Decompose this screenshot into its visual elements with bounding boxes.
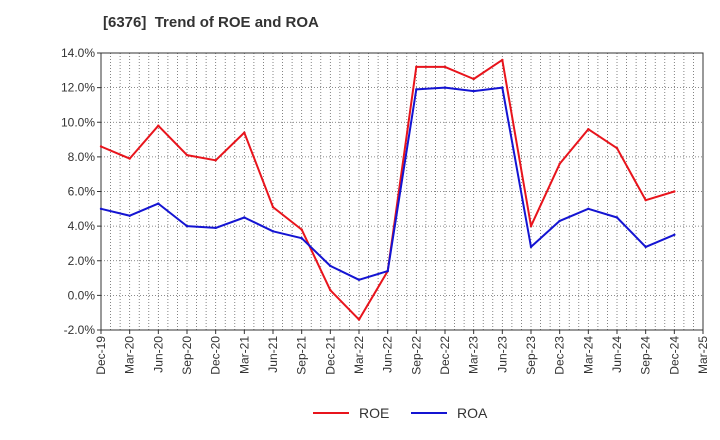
data-point-roe: [472, 77, 475, 81]
y-tick-label: 6.0%: [68, 185, 96, 199]
data-point-roa: [386, 269, 389, 273]
y-tick-label: 0.0%: [68, 288, 96, 302]
data-point-roe: [615, 147, 619, 150]
data-point-roa: [558, 219, 561, 223]
y-tick-label: 14.0%: [61, 46, 95, 60]
data-point-roe: [128, 157, 131, 160]
x-tick-label: Sep-24: [639, 336, 653, 375]
data-point-roa: [214, 226, 217, 230]
legend-item-roa: ROA: [411, 398, 487, 428]
x-tick-label: Sep-23: [524, 336, 538, 375]
legend-swatch-roe: [313, 412, 349, 414]
data-point-roa: [443, 86, 447, 89]
data-point-roe: [558, 162, 561, 165]
y-tick-label: 10.0%: [61, 115, 95, 129]
x-tick-label: Mar-22: [352, 336, 366, 374]
x-tick-label: Dec-21: [323, 336, 337, 375]
data-point-roa: [615, 216, 619, 219]
data-point-roa: [357, 278, 361, 281]
legend-label-roe: ROE: [359, 405, 390, 421]
data-point-roe: [99, 145, 103, 148]
y-tick-label: -2.0%: [64, 323, 96, 337]
data-point-roe: [415, 65, 418, 69]
data-point-roe: [157, 124, 160, 127]
y-tick-label: 12.0%: [61, 81, 95, 95]
data-point-roa: [271, 230, 275, 233]
x-tick-label: Dec-20: [209, 336, 223, 375]
data-point-roe: [329, 288, 332, 292]
x-tick-label: Dec-24: [667, 336, 681, 375]
data-point-roe: [185, 153, 189, 157]
data-point-roe: [443, 65, 447, 69]
legend-item-roe: ROE: [313, 398, 389, 428]
x-tick-label: Jun-20: [151, 336, 165, 373]
data-point-roa: [300, 237, 303, 240]
x-tick-label: Mar-21: [237, 336, 251, 374]
x-tick-label: Mar-20: [123, 336, 137, 374]
data-point-roe: [300, 228, 303, 231]
data-point-roa: [587, 207, 590, 211]
x-tick-label: Jun-24: [610, 336, 624, 373]
grid: [101, 52, 703, 331]
y-tick-label: 8.0%: [68, 150, 96, 164]
data-point-roa: [329, 264, 332, 268]
x-tick-label: Dec-19: [94, 336, 108, 375]
x-tick-label: Jun-22: [381, 336, 395, 373]
data-point-roe: [214, 159, 217, 162]
x-tick-label: Sep-20: [180, 336, 194, 375]
data-point-roa: [157, 202, 160, 205]
data-point-roe: [529, 224, 533, 228]
x-tick-label: Mar-23: [467, 336, 481, 374]
data-point-roe: [644, 198, 647, 202]
x-tick-label: Sep-21: [295, 336, 309, 375]
data-point-roe: [357, 318, 361, 321]
y-axis: -2.0% 0.0% 2.0% 4.0% 6.0% 8.0% 10.0% 12.0% 14.0%: [61, 46, 101, 337]
x-tick-label: Jun-23: [495, 336, 509, 373]
legend-swatch-roa: [411, 412, 447, 414]
y-tick-label: 4.0%: [68, 219, 96, 233]
data-point-roa: [644, 245, 647, 249]
y-tick-label: 2.0%: [68, 254, 96, 268]
data-point-roa: [243, 216, 246, 219]
x-tick-label: Sep-22: [409, 336, 423, 375]
legend-label-roa: ROA: [457, 405, 488, 421]
data-point-roa: [673, 233, 676, 236]
data-point-roe: [673, 190, 676, 193]
data-point-roa: [415, 88, 418, 91]
x-tick-label: Mar-24: [581, 336, 595, 374]
data-point-roa: [501, 86, 504, 89]
data-point-roa: [185, 224, 189, 228]
x-tick-label: Mar-25: [696, 336, 710, 374]
data-point-roe: [587, 127, 590, 131]
data-point-roa: [529, 245, 533, 249]
x-tick-label: Jun-21: [266, 336, 280, 373]
data-point-roe: [501, 58, 504, 62]
data-point-roe: [243, 131, 246, 134]
data-point-roa: [128, 214, 131, 217]
chart-title: [6376] Trend of ROE and ROA: [103, 14, 319, 31]
series: [99, 58, 676, 321]
data-point-roa: [472, 89, 475, 93]
legend: ROE ROA: [0, 398, 720, 428]
x-tick-label: Dec-23: [553, 336, 567, 375]
data-point-roe: [271, 205, 275, 209]
x-tick-label: Dec-22: [438, 336, 452, 375]
x-axis: Dec-19 Mar-20 Jun-20 Sep-20 Dec-20 Mar-21 Jun-…: [94, 330, 710, 375]
data-point-roa: [99, 207, 103, 211]
